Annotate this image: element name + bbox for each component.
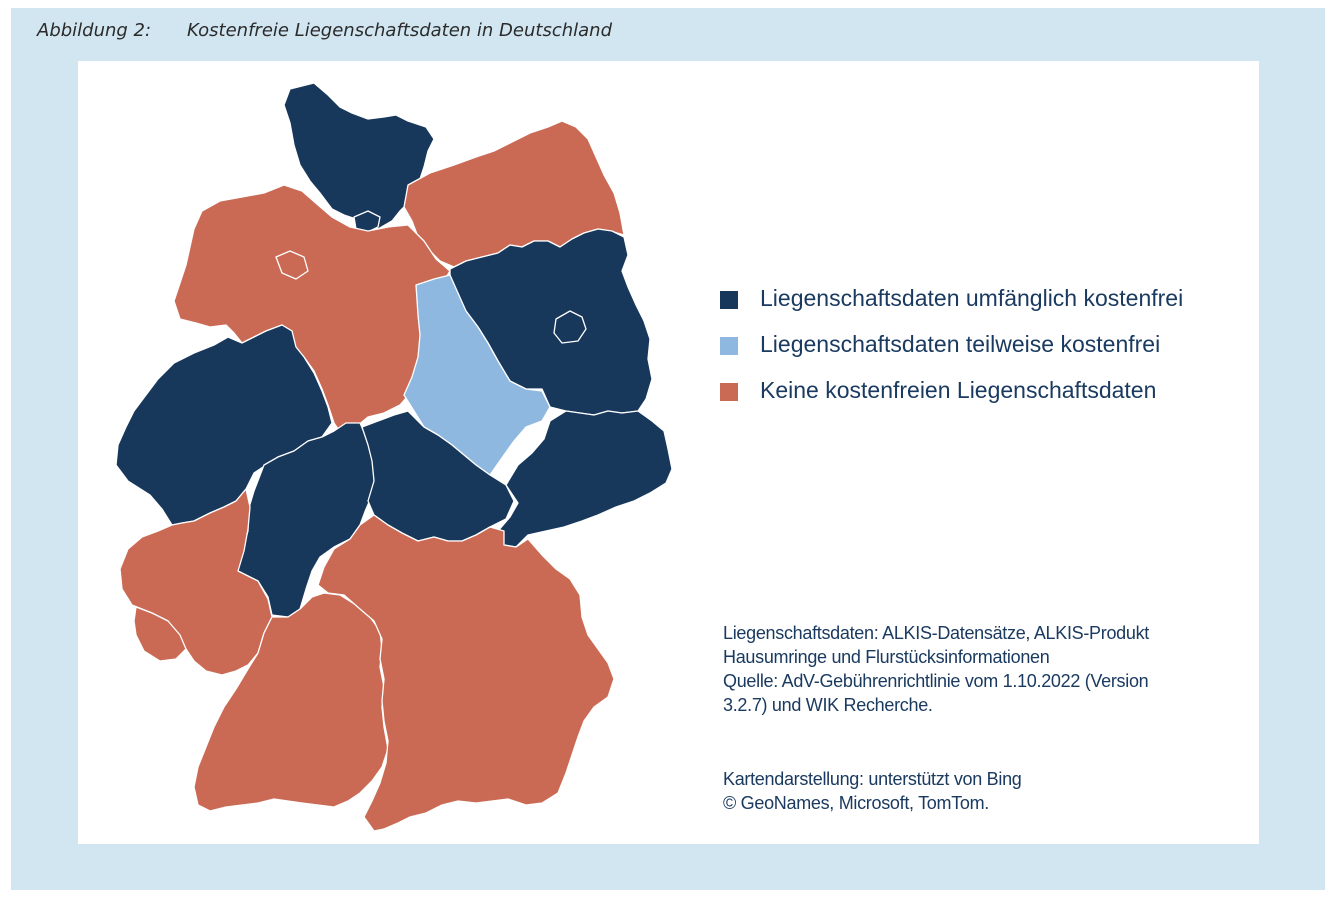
note-line: Kartendarstellung: unterstützt von Bing — [723, 769, 1022, 789]
state-bayern — [317, 514, 615, 832]
caption-title: Kostenfreie Liegenschaftsdaten in Deutsc… — [187, 20, 612, 41]
state-bremen — [275, 250, 309, 280]
legend-label: Keine kostenfreien Liegenschaftsdaten — [760, 377, 1157, 403]
figure-box: Abbildung 2: Kostenfreie Liegenschaftsdat… — [11, 8, 1325, 890]
note-line: Quelle: AdV-Gebührenrichtlinie vom 1.10.… — [723, 671, 1149, 691]
legend-swatch-keine — [720, 383, 738, 401]
legend-swatch-teilweise — [720, 337, 738, 355]
state-berlin — [553, 310, 587, 344]
legend-swatch-umfaenglich — [720, 291, 738, 309]
state-rheinland-pfalz — [119, 488, 273, 676]
note-line: 3.2.7) und WIK Recherche. — [723, 695, 933, 715]
source-note: Liegenschaftsdaten: ALKIS-Datensätze, AL… — [723, 621, 1149, 717]
state-niedersachsen — [173, 184, 451, 436]
note-line: © GeoNames, Microsoft, TomTom. — [723, 793, 990, 813]
map-attribution: Kartendarstellung: unterstützt von Bing … — [723, 767, 1022, 815]
map-panel: Liegenschaftsdaten umfänglich kostenfrei… — [78, 61, 1259, 844]
state-saarland — [133, 606, 187, 662]
germany-map — [115, 82, 673, 832]
legend-label: Liegenschaftsdaten teilweise kostenfrei — [760, 331, 1161, 357]
caption-number: Abbildung 2: — [37, 20, 152, 41]
note-line: Hausumringe und Flurstücksinformationen — [723, 647, 1050, 667]
state-sachsen-anhalt — [403, 274, 551, 476]
state-baden-wuerttemberg — [193, 592, 389, 812]
state-sachsen — [497, 410, 673, 548]
figure-caption: Abbildung 2: Kostenfreie Liegenschaftsdat… — [37, 20, 612, 41]
note-line: Liegenschaftsdaten: ALKIS-Datensätze, AL… — [723, 623, 1149, 643]
legend-label: Liegenschaftsdaten umfänglich kostenfrei — [760, 285, 1184, 311]
